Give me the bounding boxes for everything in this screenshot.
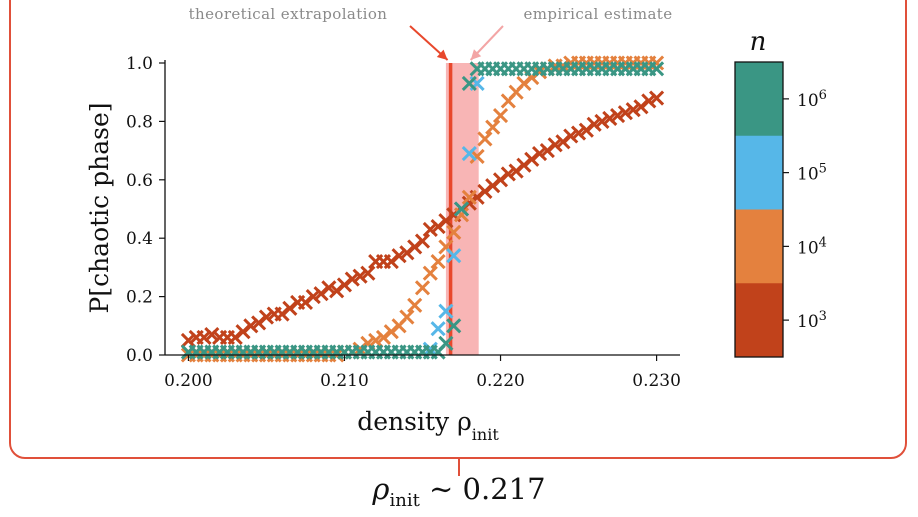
x-axis-label: density ρinit (357, 407, 499, 444)
data-point (422, 265, 438, 281)
data-point (446, 318, 462, 334)
y-tick-label: 0.0 (126, 346, 153, 366)
data-point (446, 224, 462, 240)
data-point (453, 207, 470, 223)
colorbar-tick-label: 104 (797, 235, 827, 259)
data-point (414, 233, 431, 249)
data-point (461, 145, 477, 162)
data-point (477, 131, 493, 147)
data-point (438, 335, 454, 351)
data-point (407, 297, 423, 313)
data-point (453, 201, 470, 217)
y-tick-label: 0.4 (126, 229, 153, 249)
colorbar-border (734, 61, 784, 358)
colorbar-segment (735, 283, 783, 358)
colorbar-title: n (750, 27, 767, 57)
empirical-arrow (469, 25, 504, 61)
colorbar-tick-label: 103 (797, 309, 827, 333)
data-point (399, 309, 415, 325)
theoretical-arrow (409, 25, 449, 61)
data-point (492, 107, 509, 124)
data-point (649, 90, 665, 106)
colorbar-segment (735, 135, 783, 210)
colorbar-segment (735, 62, 783, 137)
y-tick-label: 0.8 (126, 112, 153, 132)
x-tick-label: 0.210 (320, 371, 369, 391)
density-result: ρinit ∼ 0.217 (372, 472, 546, 511)
x-tick-label: 0.200 (164, 371, 213, 391)
series-4 (180, 61, 665, 360)
y-tick-label: 0.2 (126, 288, 153, 308)
series-1 (180, 90, 665, 348)
x-tick-label: 0.220 (476, 371, 525, 391)
x-tick-label: 0.230 (632, 371, 681, 391)
data-point (446, 248, 462, 264)
data-point (461, 75, 477, 92)
data-point (485, 119, 501, 135)
data-point (438, 303, 454, 319)
data-point (414, 280, 431, 296)
y-tick-label: 1.0 (126, 54, 153, 74)
annotation-empirical: empirical estimate (523, 5, 672, 23)
callout-connector (458, 458, 460, 476)
colorbar-tick-label: 106 (797, 87, 827, 111)
series-2 (180, 55, 665, 363)
data-point (430, 253, 446, 270)
y-axis-label: P[chaotic phase] (85, 102, 114, 313)
data-point (461, 189, 477, 205)
data-point (360, 265, 376, 281)
data-point (430, 321, 446, 337)
colorbar: 106 105 104 103 (734, 61, 827, 358)
colorbar-tick-label: 105 (797, 161, 827, 185)
annotation-theoretical: theoretical extrapolation (189, 5, 388, 23)
colorbar-segment (735, 209, 783, 284)
data-point (649, 61, 665, 77)
y-tick-label: 0.6 (126, 171, 153, 191)
